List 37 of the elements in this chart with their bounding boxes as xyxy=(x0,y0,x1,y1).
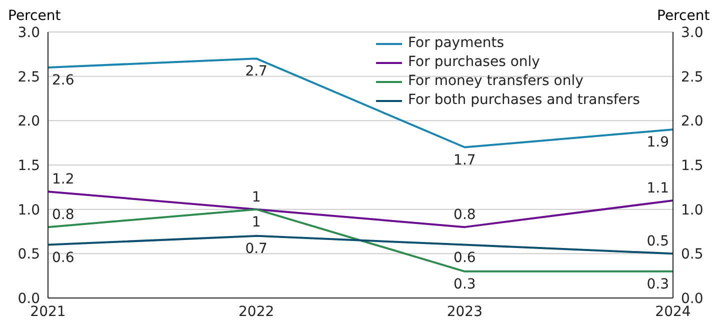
data-label: 0.5 xyxy=(646,234,669,250)
line-series xyxy=(48,190,673,228)
data-label: 1.9 xyxy=(646,134,669,151)
y-tick-label: 3.0 xyxy=(18,24,40,41)
data-label: 0.6 xyxy=(454,250,476,266)
data-label: 0.7 xyxy=(245,240,268,257)
y2-axis-title: Percent xyxy=(657,8,710,24)
y2-tick-label: 0.5 xyxy=(681,246,704,263)
y-axis-title: Percent xyxy=(8,8,61,24)
y2-tick-label: 1.0 xyxy=(681,202,704,218)
data-label: 1 xyxy=(252,214,261,230)
y-tick-label: 2.0 xyxy=(18,114,40,130)
y-tick-label: 1.5 xyxy=(18,158,40,174)
y2-tick-label: 2.5 xyxy=(681,69,704,86)
y2-tick-label: 2.0 xyxy=(681,114,704,130)
legend-label: For both purchases and transfers xyxy=(408,91,640,110)
x-tick-label: 2022 xyxy=(238,304,274,320)
data-label: 1.1 xyxy=(646,180,669,196)
y-tick-label: 2.5 xyxy=(18,69,40,86)
legend-label: For money transfers only xyxy=(408,72,584,91)
y-tick-label: 0.5 xyxy=(18,246,40,263)
data-label: 1 xyxy=(252,189,261,206)
data-label: 0.3 xyxy=(454,276,476,292)
data-label: 1.2 xyxy=(52,172,74,188)
data-label: 0.6 xyxy=(52,250,74,266)
data-label: 0.8 xyxy=(454,207,476,224)
data-label: 2.6 xyxy=(52,72,74,88)
data-label: 2.7 xyxy=(245,64,268,80)
data-label: 1.7 xyxy=(454,152,476,168)
y2-tick-label: 3.0 xyxy=(681,24,704,41)
x-tick-label: 2023 xyxy=(446,304,482,320)
y-tick-label: 1.0 xyxy=(18,202,40,218)
y2-tick-label: 1.5 xyxy=(681,158,704,174)
data-label: 0.8 xyxy=(52,207,74,224)
legend-label: For payments xyxy=(408,34,504,53)
legend-label: For purchases only xyxy=(408,53,540,72)
data-label: 0.3 xyxy=(646,276,669,292)
